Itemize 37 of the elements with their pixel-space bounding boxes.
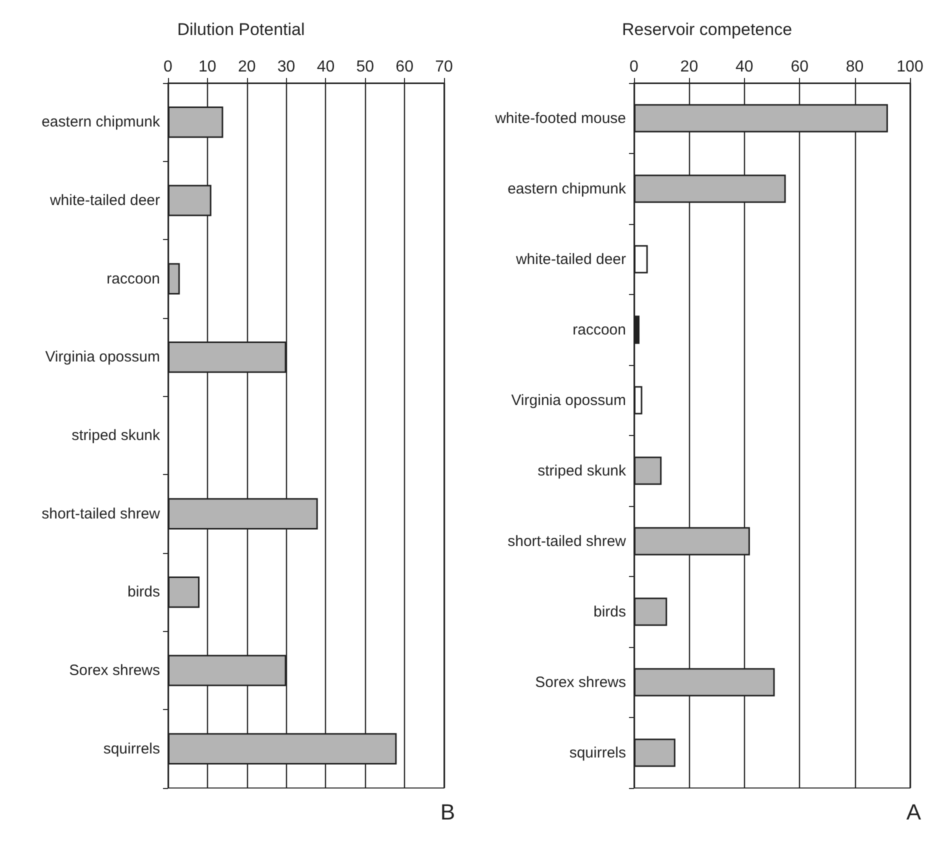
y-tick-label: birds <box>593 603 626 620</box>
y-tick-label: birds <box>127 584 160 601</box>
y-tick-label: short-tailed shrew <box>508 532 626 550</box>
text: A <box>906 800 922 824</box>
y-tick-label: squirrels <box>569 744 626 762</box>
y-tick-label: short-tailed shrew <box>42 505 160 522</box>
text: B <box>440 800 456 824</box>
x-tick-label: 20 <box>238 58 256 76</box>
y-tick-label: raccoon <box>106 270 160 288</box>
chart-title: Reservoir competence <box>622 20 792 39</box>
x-tick-label: 0 <box>630 58 639 76</box>
x-tick-label: 60 <box>790 58 809 76</box>
y-tick-label: raccoon <box>572 321 626 338</box>
x-tick-label: 30 <box>277 58 296 76</box>
x-tick-label: 10 <box>198 58 216 76</box>
y-tick-label: Virginia opossum <box>511 392 626 409</box>
x-tick-label: 70 <box>435 58 453 76</box>
y-tick-label: white-footed mouse <box>494 110 626 127</box>
y-tick-label: striped skunk <box>538 462 626 480</box>
y-tick-label: white-tailed deer <box>514 250 626 268</box>
y-tick-label: eastern chipmunk <box>508 180 626 198</box>
x-tick-label: 80 <box>846 58 864 76</box>
x-tick-label: 0 <box>164 58 173 76</box>
y-tick-label: squirrels <box>103 740 160 758</box>
x-tick-label: 20 <box>680 58 698 76</box>
x-tick-label: 60 <box>396 58 414 76</box>
y-tick-label: striped skunk <box>72 427 160 444</box>
y-tick-label: eastern chipmunk <box>42 114 160 131</box>
y-tick-label: Sorex shrews <box>535 674 626 691</box>
y-tick-label: Sorex shrews <box>69 662 160 679</box>
x-tick-label: 100 <box>896 58 924 76</box>
x-tick-label: 50 <box>356 58 374 76</box>
x-tick-label: 40 <box>736 58 754 76</box>
chart-title: Dilution Potential <box>177 20 305 39</box>
y-tick-label: white-tailed deer <box>48 192 160 209</box>
x-tick-label: 40 <box>316 58 335 76</box>
y-tick-label: Virginia opossum <box>45 348 160 366</box>
